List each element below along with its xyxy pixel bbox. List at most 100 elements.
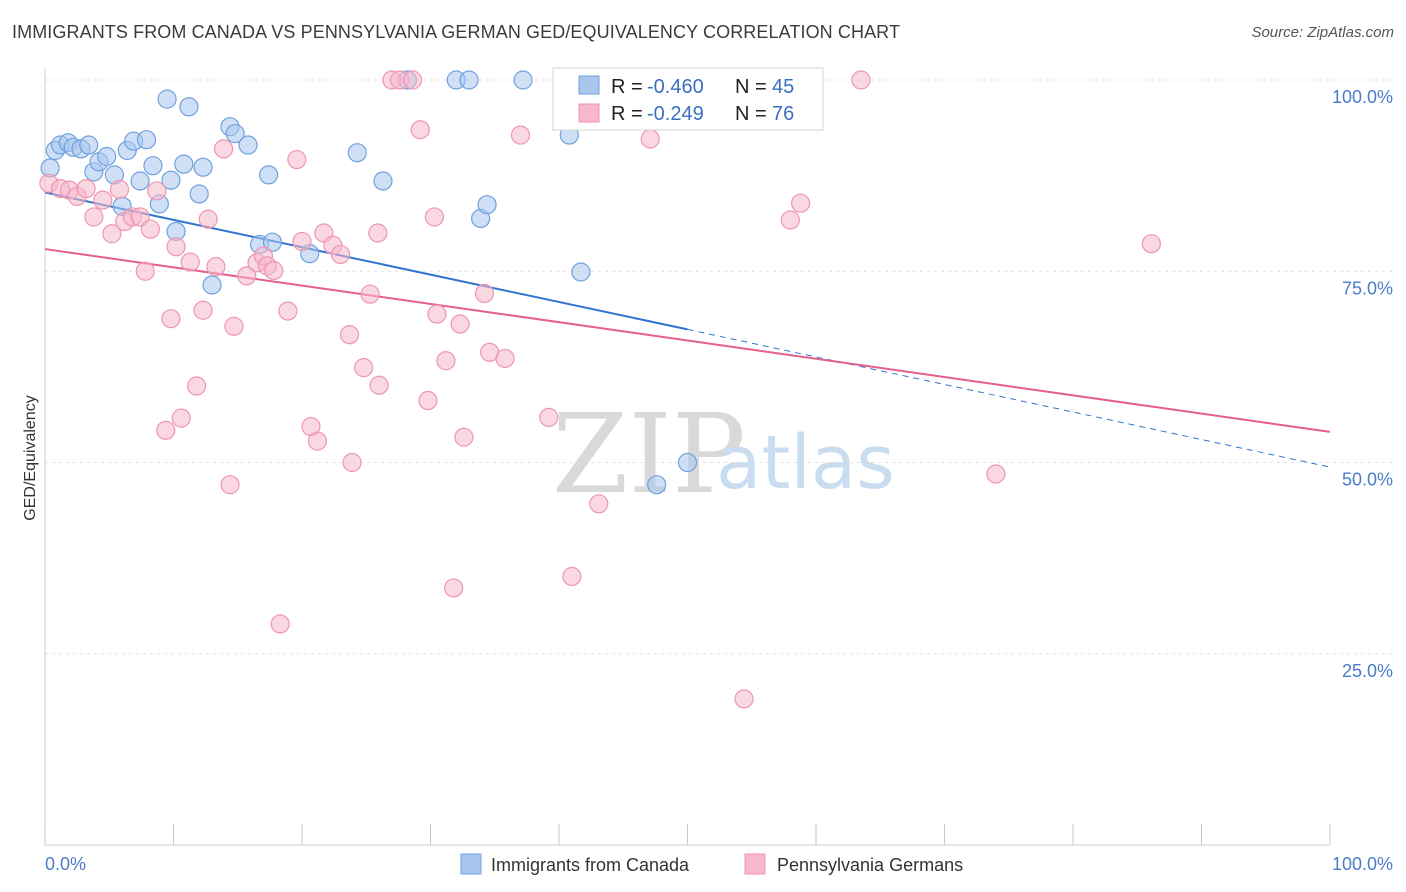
grid-lines <box>45 79 1392 655</box>
data-point-series-1 <box>368 223 388 243</box>
data-point-series-1 <box>187 376 207 396</box>
data-point-series-1 <box>198 209 218 229</box>
data-point-series-1 <box>237 266 257 286</box>
data-point-series-0 <box>225 123 245 144</box>
chart-title: IMMIGRANTS FROM CANADA VS PENNSYLVANIA G… <box>12 22 901 42</box>
data-point-series-0 <box>677 452 698 473</box>
y-tick-labels: 100.0% 75.0% 50.0% 25.0% <box>1332 87 1393 681</box>
trend-line-0 <box>44 191 688 331</box>
data-point-series-0 <box>161 170 181 190</box>
data-point-series-1 <box>166 237 186 257</box>
data-point-series-0 <box>262 232 283 252</box>
data-point-series-1 <box>562 566 582 587</box>
data-point-series-1 <box>287 149 307 170</box>
data-point-series-0 <box>157 89 177 109</box>
data-point-series-0 <box>373 171 393 191</box>
data-point-series-1 <box>640 129 660 149</box>
x-tick-label-100: 100.0% <box>1332 854 1393 874</box>
data-point-series-1 <box>734 689 754 709</box>
x-tick-label-0: 0.0% <box>45 854 86 874</box>
y-tick-label: 25.0% <box>1342 661 1393 681</box>
series-layer <box>39 70 1331 709</box>
data-point-series-0 <box>477 195 497 215</box>
data-point-series-1 <box>84 207 104 227</box>
data-point-series-1 <box>102 224 122 244</box>
data-point-series-1 <box>206 257 226 277</box>
data-point-series-0 <box>143 156 163 176</box>
legend-label-canada: Immigrants from Canada <box>491 855 690 875</box>
data-point-series-1 <box>76 179 96 199</box>
data-point-series-1 <box>330 244 351 265</box>
data-point-series-1 <box>360 284 380 304</box>
data-point-series-1 <box>589 494 609 514</box>
data-point-series-1 <box>790 193 811 213</box>
watermark-zip: ZIP <box>552 390 746 518</box>
data-point-series-1 <box>539 407 559 427</box>
data-point-series-0 <box>97 146 117 167</box>
data-point-series-1 <box>93 190 113 210</box>
data-point-series-1 <box>180 252 200 272</box>
data-point-series-1 <box>402 70 423 90</box>
y-tick-label: 75.0% <box>1342 278 1393 298</box>
data-point-series-0 <box>79 135 99 155</box>
data-point-series-1 <box>986 464 1006 484</box>
watermark-atlas: atlas <box>716 420 895 506</box>
stats-r-label-canada: R = <box>611 76 643 98</box>
stats-n-value-pagerman: 76 <box>772 103 794 125</box>
data-point-series-1 <box>278 301 298 321</box>
stats-legend-swatch-pagerman <box>578 103 600 123</box>
data-point-series-0 <box>238 135 258 155</box>
data-point-series-1 <box>436 351 456 371</box>
data-point-series-1 <box>495 348 515 369</box>
data-point-series-1 <box>474 283 495 304</box>
data-point-series-0 <box>189 184 209 204</box>
data-point-series-1 <box>135 261 155 281</box>
y-axis-title: GED/Equivalency <box>22 395 39 520</box>
trend-line-1 <box>44 248 1331 433</box>
chart-source: Source: ZipAtlas.com <box>1251 24 1394 41</box>
data-point-series-0 <box>571 262 591 282</box>
data-point-series-1 <box>510 125 531 145</box>
data-point-series-0 <box>179 97 199 117</box>
data-point-series-1 <box>444 578 464 598</box>
data-point-series-1 <box>214 139 234 159</box>
data-point-series-1 <box>270 614 290 634</box>
data-point-series-1 <box>161 309 181 329</box>
data-point-series-1 <box>369 375 389 395</box>
data-point-series-1 <box>851 70 871 90</box>
data-point-series-1 <box>339 325 360 345</box>
data-point-series-1 <box>410 120 430 140</box>
data-point-series-0 <box>347 143 367 163</box>
stats-r-value-pagerman: -0.249 <box>647 103 704 125</box>
data-point-series-1 <box>450 314 470 334</box>
data-point-series-1 <box>354 358 374 378</box>
data-point-series-0 <box>513 70 533 90</box>
stats-legend-swatch-canada <box>578 75 600 95</box>
data-point-series-0 <box>193 157 213 177</box>
data-point-series-1 <box>130 207 150 227</box>
y-tick-label: 50.0% <box>1342 470 1393 490</box>
stats-n-label-canada: N = <box>735 76 767 98</box>
data-point-series-1 <box>418 390 438 411</box>
data-point-series-1 <box>292 231 312 252</box>
data-point-series-1 <box>424 207 444 227</box>
data-point-series-1 <box>427 304 447 324</box>
data-point-series-1 <box>156 420 176 440</box>
data-point-series-1 <box>193 300 213 320</box>
data-point-series-0 <box>136 130 157 150</box>
data-point-series-1 <box>342 452 362 473</box>
legend-label-pagerman: Pennsylvania Germans <box>777 855 963 875</box>
data-point-series-1 <box>140 219 160 239</box>
stats-n-label-pagerman: N = <box>735 103 767 125</box>
series-legend: Immigrants from Canada Pennsylvania Germ… <box>460 853 963 875</box>
data-point-series-1 <box>264 260 284 281</box>
stats-legend: R = -0.460 N = 45 R = -0.249 N = 76 <box>552 67 824 131</box>
data-point-series-1 <box>109 179 130 199</box>
data-point-series-0 <box>202 275 222 295</box>
data-point-series-1 <box>224 316 244 336</box>
data-point-series-1 <box>220 475 240 495</box>
data-point-series-1 <box>454 427 474 447</box>
stats-r-value-canada: -0.460 <box>647 76 704 98</box>
data-point-series-0 <box>258 165 279 185</box>
